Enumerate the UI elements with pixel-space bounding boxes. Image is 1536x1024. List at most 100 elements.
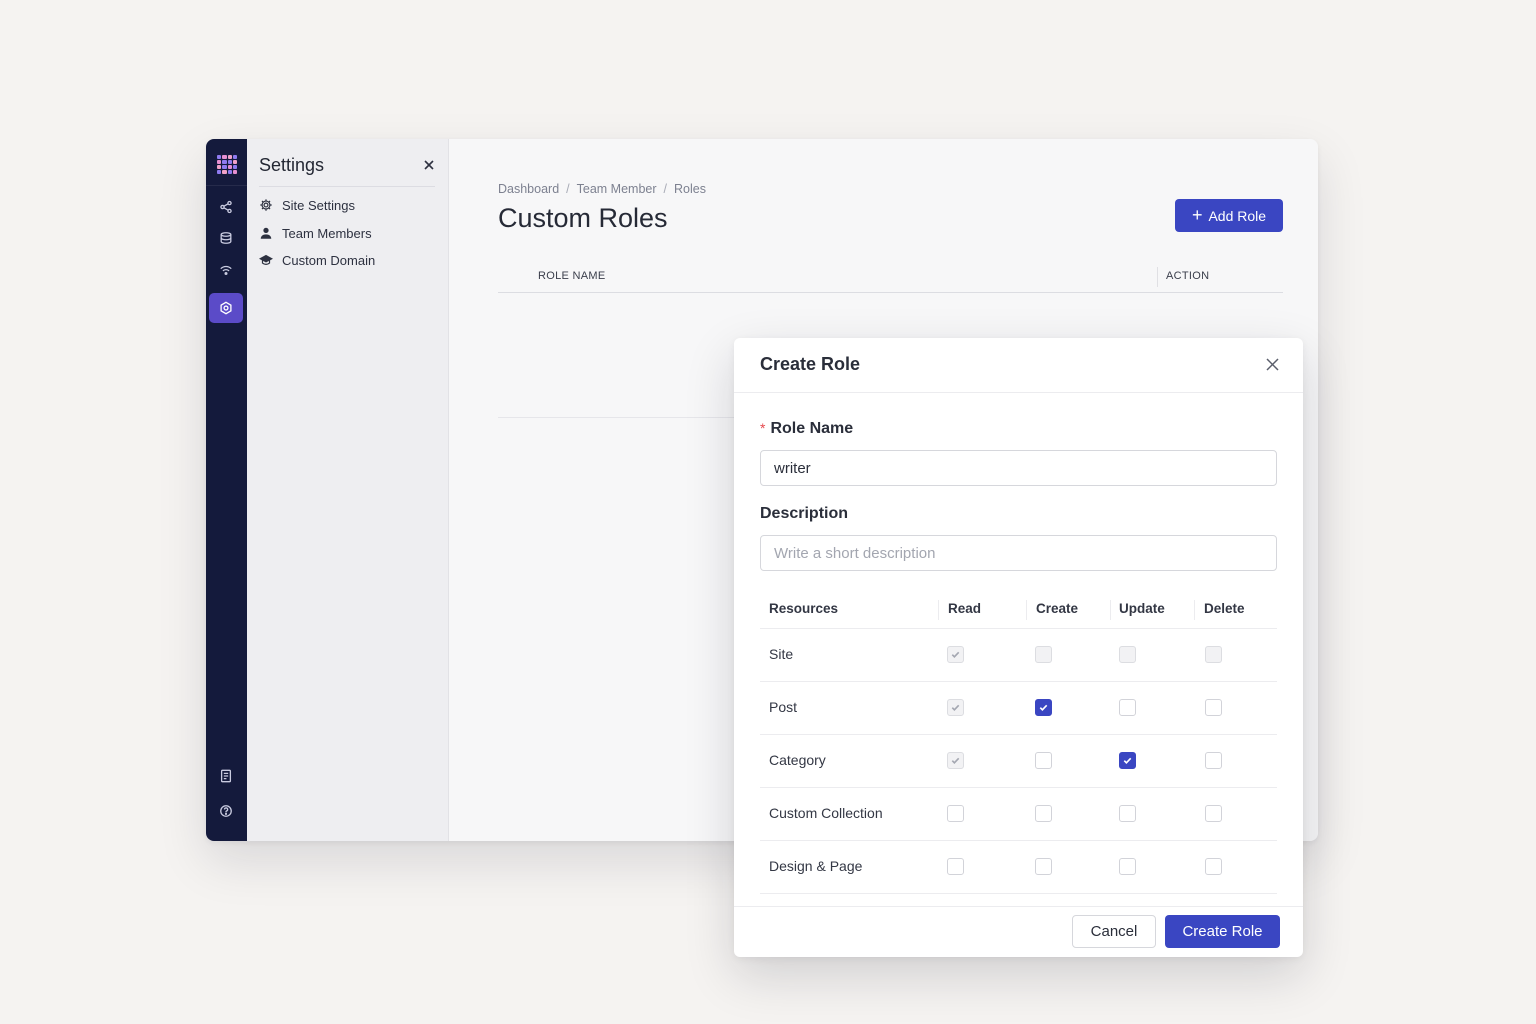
create-checkbox[interactable] bbox=[1035, 699, 1052, 716]
role-name-label: * Role Name bbox=[760, 420, 854, 437]
column-action: ACTION bbox=[1166, 270, 1210, 282]
description-input[interactable] bbox=[760, 535, 1277, 571]
rail-help-button[interactable] bbox=[209, 796, 243, 826]
column-create: Create bbox=[1036, 601, 1079, 616]
settings-item-custom-domain[interactable]: Custom Domain bbox=[259, 250, 375, 270]
breadcrumb-separator: / bbox=[663, 182, 668, 196]
read-checkbox[interactable] bbox=[947, 858, 964, 875]
delete-checkbox[interactable] bbox=[1205, 752, 1222, 769]
column-divider bbox=[1110, 600, 1111, 620]
close-icon[interactable] bbox=[422, 158, 436, 172]
settings-item-label: Site Settings bbox=[282, 197, 355, 213]
delete-checkbox[interactable] bbox=[1205, 805, 1222, 822]
icon-rail bbox=[206, 139, 247, 841]
settings-item-label: Custom Domain bbox=[282, 252, 376, 268]
create-role-button[interactable]: Create Role bbox=[1165, 915, 1280, 948]
check-icon bbox=[1039, 704, 1048, 711]
description-label: Description bbox=[760, 505, 849, 522]
rail-settings-button[interactable] bbox=[209, 293, 243, 323]
check-icon bbox=[951, 704, 960, 711]
settings-item-site-settings[interactable]: Site Settings bbox=[259, 195, 355, 215]
permission-row: Post bbox=[760, 682, 1277, 735]
required-marker: * bbox=[760, 420, 766, 436]
update-checkbox[interactable] bbox=[1119, 858, 1136, 875]
document-icon bbox=[220, 769, 232, 783]
read-checkbox bbox=[947, 646, 964, 663]
column-divider bbox=[1026, 600, 1027, 620]
settings-panel: Settings Site Settings Team Members Cust… bbox=[247, 139, 449, 841]
read-checkbox bbox=[947, 699, 964, 716]
resource-name: Custom Collection bbox=[769, 805, 883, 821]
breadcrumb-separator: / bbox=[566, 182, 570, 196]
signal-icon bbox=[220, 265, 232, 276]
column-divider bbox=[938, 600, 939, 620]
modal-footer-divider bbox=[734, 906, 1303, 907]
rail-signal-button[interactable] bbox=[209, 255, 243, 285]
read-checkbox[interactable] bbox=[947, 805, 964, 822]
gear-icon bbox=[260, 199, 272, 211]
resource-name: Site bbox=[769, 646, 794, 662]
update-checkbox[interactable] bbox=[1119, 805, 1136, 822]
close-icon[interactable] bbox=[1265, 357, 1280, 372]
rail-database-button[interactable] bbox=[209, 223, 243, 253]
page-title: Custom Roles bbox=[498, 203, 668, 233]
rail-divider bbox=[206, 185, 247, 186]
breadcrumb-dashboard[interactable]: Dashboard bbox=[498, 182, 560, 196]
breadcrumb-roles: Roles bbox=[674, 182, 706, 196]
app-logo[interactable] bbox=[217, 155, 237, 174]
settings-divider bbox=[259, 186, 435, 187]
settings-icon bbox=[220, 301, 232, 315]
breadcrumb-team-member[interactable]: Team Member bbox=[576, 182, 657, 196]
help-icon bbox=[220, 805, 232, 817]
check-icon bbox=[951, 651, 960, 658]
settings-item-team-members[interactable]: Team Members bbox=[259, 223, 372, 243]
column-role-name: ROLE NAME bbox=[538, 270, 606, 282]
permissions-header: Resources Read Create Update Delete bbox=[760, 594, 1277, 629]
column-delete: Delete bbox=[1204, 601, 1245, 616]
database-icon bbox=[220, 232, 232, 244]
delete-checkbox[interactable] bbox=[1205, 858, 1222, 875]
column-divider bbox=[1194, 600, 1195, 620]
check-icon bbox=[1123, 757, 1132, 764]
add-role-button[interactable]: + Add Role bbox=[1175, 199, 1283, 232]
user-icon bbox=[260, 227, 272, 239]
role-name-input[interactable] bbox=[760, 450, 1277, 486]
column-resources: Resources bbox=[769, 601, 839, 616]
rail-share-button[interactable] bbox=[209, 192, 243, 222]
permissions-table: Resources Read Create Update Delete Site… bbox=[760, 594, 1277, 894]
permission-row: Site bbox=[760, 629, 1277, 682]
plus-icon: + bbox=[1191, 204, 1203, 225]
permission-row: Design & Page bbox=[760, 841, 1277, 894]
delete-checkbox bbox=[1205, 646, 1222, 663]
column-update: Update bbox=[1119, 601, 1165, 616]
column-divider bbox=[1157, 267, 1158, 287]
permission-row: Custom Collection bbox=[760, 788, 1277, 841]
update-checkbox[interactable] bbox=[1119, 752, 1136, 769]
rail-docs-button[interactable] bbox=[209, 761, 243, 791]
column-read: Read bbox=[948, 601, 982, 616]
modal-title: Create Role bbox=[760, 354, 861, 374]
modal-header: Create Role bbox=[734, 338, 1303, 393]
update-checkbox[interactable] bbox=[1119, 699, 1136, 716]
create-checkbox bbox=[1035, 646, 1052, 663]
cancel-button[interactable]: Cancel bbox=[1072, 915, 1156, 948]
resource-name: Category bbox=[769, 752, 826, 768]
add-role-label: Add Role bbox=[1208, 207, 1267, 224]
share-icon bbox=[220, 200, 232, 214]
domain-icon bbox=[259, 254, 273, 265]
settings-item-label: Team Members bbox=[282, 225, 372, 241]
breadcrumb: Dashboard / Team Member / Roles bbox=[498, 182, 706, 196]
create-checkbox[interactable] bbox=[1035, 805, 1052, 822]
roles-table-header: ROLE NAME ACTION bbox=[498, 263, 1283, 293]
read-checkbox bbox=[947, 752, 964, 769]
update-checkbox bbox=[1119, 646, 1136, 663]
create-checkbox[interactable] bbox=[1035, 752, 1052, 769]
create-checkbox[interactable] bbox=[1035, 858, 1052, 875]
delete-checkbox[interactable] bbox=[1205, 699, 1222, 716]
resource-name: Post bbox=[769, 699, 798, 715]
check-icon bbox=[951, 757, 960, 764]
create-role-modal: Create Role *Role Name Description Resou… bbox=[734, 338, 1303, 957]
settings-title: Settings bbox=[259, 155, 325, 175]
permission-row: Category bbox=[760, 735, 1277, 788]
resource-name: Design & Page bbox=[769, 858, 863, 874]
